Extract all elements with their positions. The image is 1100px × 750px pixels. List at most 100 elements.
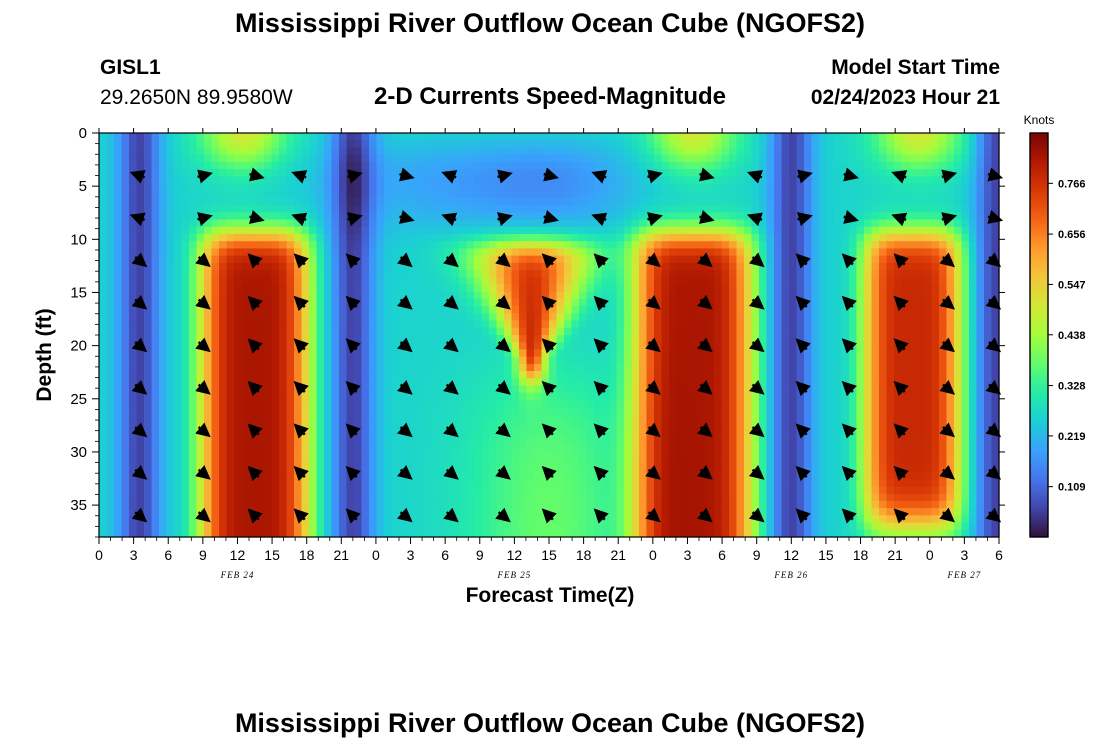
- heatmap-cell: [166, 262, 175, 271]
- heatmap-cell: [114, 241, 123, 250]
- heatmap-cell: [909, 327, 918, 336]
- heatmap-cell: [706, 205, 715, 213]
- heatmap-cell: [301, 284, 310, 293]
- heatmap-cell: [444, 291, 453, 300]
- heatmap-cell: [369, 140, 378, 149]
- heatmap-cell: [316, 407, 325, 415]
- heatmap-cell: [106, 291, 115, 300]
- heatmap-cell: [166, 255, 175, 264]
- heatmap-cell: [946, 313, 955, 322]
- heatmap-cell: [841, 291, 850, 300]
- heatmap-cell: [144, 234, 153, 242]
- heatmap-cell: [429, 327, 438, 336]
- heatmap-cell: [849, 205, 858, 213]
- heatmap-cell: [669, 313, 678, 322]
- heatmap-cell: [241, 385, 250, 394]
- heatmap-cell: [279, 371, 288, 379]
- heatmap-cell: [751, 313, 760, 322]
- heatmap-cell: [219, 291, 228, 300]
- heatmap-cell: [721, 414, 730, 423]
- heatmap-cell: [759, 371, 768, 379]
- heatmap-cell: [976, 197, 985, 206]
- heatmap-cell: [159, 133, 168, 141]
- heatmap-cell: [819, 190, 828, 199]
- heatmap-cell: [106, 414, 115, 423]
- heatmap-cell: [399, 335, 408, 343]
- heatmap-cell: [894, 407, 903, 415]
- heatmap-cell: [736, 371, 745, 379]
- heatmap-cell: [421, 226, 430, 235]
- heatmap-cell: [759, 335, 768, 343]
- heatmap-cell: [106, 313, 115, 322]
- heatmap-cell: [144, 241, 153, 250]
- heatmap-cell: [781, 363, 790, 372]
- heatmap-cell: [361, 414, 370, 423]
- heatmap-cell: [301, 335, 310, 343]
- heatmap-cell: [706, 190, 715, 199]
- heatmap-cell: [331, 226, 340, 235]
- heatmap-cell: [249, 262, 258, 271]
- heatmap-cell: [556, 169, 565, 177]
- heatmap-cell: [924, 414, 933, 423]
- heatmap-cell: [219, 306, 228, 314]
- heatmap-cell: [384, 226, 393, 235]
- heatmap-cell: [271, 363, 280, 372]
- heatmap-cell: [429, 363, 438, 372]
- heatmap-cell: [504, 277, 513, 286]
- heatmap-cell: [166, 147, 175, 156]
- heatmap-cell: [339, 414, 348, 423]
- heatmap-cell: [789, 313, 798, 322]
- heatmap-cell: [924, 270, 933, 278]
- heatmap-cell: [849, 270, 858, 278]
- heatmap-cell: [511, 183, 520, 192]
- heatmap-cell: [669, 291, 678, 300]
- heatmap-cell: [856, 219, 865, 228]
- heatmap-cell: [841, 183, 850, 192]
- heatmap-cell: [474, 270, 483, 278]
- heatmap-cell: [496, 205, 505, 213]
- heatmap-cell: [714, 277, 723, 286]
- heatmap-cell: [526, 428, 535, 437]
- heatmap-cell: [924, 169, 933, 177]
- heatmap-cell: [331, 212, 340, 221]
- heatmap-cell: [924, 356, 933, 365]
- heatmap-cell: [121, 320, 130, 329]
- heatmap-cell: [301, 291, 310, 300]
- heatmap-cell: [639, 284, 648, 293]
- heatmap-cell: [886, 255, 895, 264]
- heatmap-cell: [339, 335, 348, 343]
- heatmap-cell: [114, 140, 123, 149]
- heatmap-cell: [106, 234, 115, 242]
- heatmap-cell: [256, 147, 265, 156]
- heatmap-cell: [436, 327, 445, 336]
- heatmap-cell: [924, 349, 933, 358]
- heatmap-cell: [99, 284, 108, 293]
- heatmap-cell: [339, 234, 348, 242]
- heatmap-cell: [391, 262, 400, 271]
- heatmap-cell: [774, 349, 783, 358]
- heatmap-cell: [954, 385, 963, 394]
- heatmap-cell: [834, 205, 843, 213]
- heatmap-cell: [114, 349, 123, 358]
- heatmap-cell: [976, 133, 985, 141]
- heatmap-cell: [976, 298, 985, 307]
- heatmap-cell: [369, 212, 378, 221]
- heatmap-cell: [924, 284, 933, 293]
- heatmap-cell: [309, 298, 318, 307]
- heatmap-cell: [654, 205, 663, 213]
- heatmap-cell: [744, 147, 753, 156]
- heatmap-cell: [676, 356, 685, 365]
- heatmap-cell: [819, 147, 828, 156]
- heatmap-cell: [654, 161, 663, 170]
- heatmap-cell: [346, 133, 355, 141]
- heatmap-cell: [421, 147, 430, 156]
- heatmap-cell: [309, 385, 318, 394]
- heatmap-cell: [99, 335, 108, 343]
- heatmap-cell: [444, 327, 453, 336]
- heatmap-cell: [781, 219, 790, 228]
- heatmap-cell: [834, 197, 843, 206]
- heatmap-cell: [249, 327, 258, 336]
- heatmap-cell: [301, 378, 310, 387]
- heatmap-cell: [339, 349, 348, 358]
- heatmap-cell: [99, 255, 108, 264]
